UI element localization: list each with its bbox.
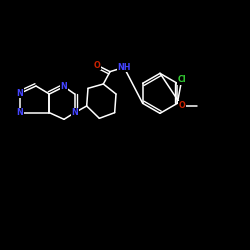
Text: O: O: [93, 60, 100, 70]
Text: N: N: [71, 108, 78, 117]
Text: NH: NH: [117, 63, 131, 72]
Text: Cl: Cl: [177, 76, 186, 84]
Text: O: O: [178, 102, 185, 110]
Text: N: N: [16, 89, 24, 98]
Text: N: N: [60, 82, 68, 91]
Text: N: N: [16, 108, 24, 117]
